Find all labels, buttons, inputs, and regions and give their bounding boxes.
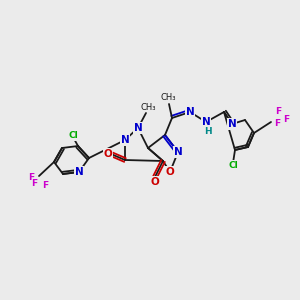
Text: H: H: [204, 127, 212, 136]
Text: F: F: [42, 181, 48, 190]
Text: O: O: [151, 177, 159, 187]
Text: CH₃: CH₃: [140, 103, 156, 112]
Text: O: O: [166, 167, 174, 177]
Text: O: O: [103, 149, 112, 159]
Text: Cl: Cl: [228, 160, 238, 169]
Text: Cl: Cl: [68, 131, 78, 140]
Text: F: F: [274, 118, 280, 127]
Text: N: N: [121, 135, 129, 145]
Text: N: N: [134, 123, 142, 133]
Text: F: F: [275, 106, 281, 116]
Text: N: N: [186, 107, 194, 117]
Text: N: N: [174, 147, 182, 157]
Text: N: N: [202, 117, 210, 127]
Text: N: N: [228, 119, 236, 129]
Text: F: F: [28, 172, 34, 182]
Text: F: F: [31, 178, 37, 188]
Text: F: F: [283, 116, 289, 124]
Text: CH₃: CH₃: [160, 92, 176, 101]
Text: N: N: [75, 167, 83, 177]
